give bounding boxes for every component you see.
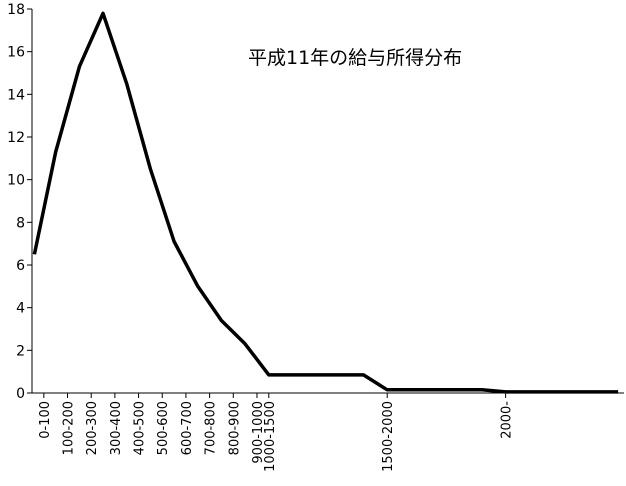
y-tick-label: 4	[16, 301, 25, 317]
y-axis-ticks: 0 2 4 6 8 10 12 14 16 18	[7, 2, 32, 402]
x-tick-label: 200-300	[85, 401, 100, 455]
chart-series	[32, 11, 619, 394]
y-tick-label: 8	[16, 215, 25, 231]
x-axis-ticks: 0-100 100-200 200-300 300-400 400-500 500-600…	[38, 393, 515, 472]
y-tick-label: 0	[16, 386, 25, 402]
x-tick-label: 0-100	[38, 401, 53, 439]
x-tick-label: 1000-1500	[263, 401, 278, 472]
x-tick-label: 800-900	[227, 401, 242, 455]
x-tick-label: 2000-	[500, 401, 515, 439]
y-tick-label: 18	[7, 2, 25, 18]
x-tick-label: 300-400	[109, 401, 124, 455]
x-tick-label: 900-1000	[251, 401, 266, 464]
y-tick-label: 2	[16, 343, 25, 359]
y-tick-label: 16	[7, 45, 25, 61]
y-tick-label: 14	[7, 87, 25, 103]
x-tick-label: 600-700	[180, 401, 195, 455]
x-tick-label: 700-800	[204, 401, 219, 455]
y-tick-label: 10	[7, 173, 25, 189]
series-line	[32, 11, 619, 394]
x-tick-label: 1500-2000	[381, 401, 396, 472]
chart-title: 平成11年の給与所得分布	[248, 47, 462, 69]
x-tick-label: 500-600	[156, 401, 171, 455]
y-tick-label: 6	[16, 258, 25, 274]
x-tick-label: 100-200	[62, 401, 77, 455]
y-tick-label: 12	[7, 130, 25, 146]
x-tick-label: 400-500	[133, 401, 148, 455]
